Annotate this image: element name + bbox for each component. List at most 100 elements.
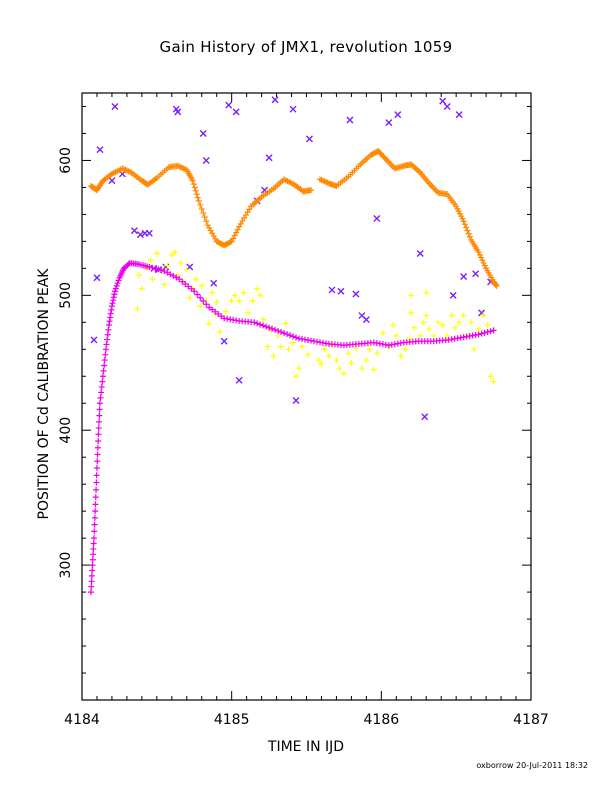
data-point-plus	[112, 285, 119, 292]
data-point-plus	[444, 332, 451, 339]
data-point-plus	[257, 321, 264, 328]
x-axis-label: TIME IN IJD	[267, 739, 345, 755]
marker-stroke	[475, 249, 482, 256]
marker-stroke	[348, 359, 355, 366]
marker-stroke	[423, 312, 430, 319]
marker-stroke	[158, 267, 165, 274]
data-point-plus	[466, 233, 473, 240]
data-point-plus	[240, 289, 247, 296]
marker-stroke	[232, 108, 240, 116]
data-point-plus	[282, 320, 289, 327]
data-point-cross	[93, 274, 101, 282]
marker-stroke	[136, 231, 144, 239]
data-point-plus	[461, 221, 468, 228]
marker-stroke	[194, 194, 201, 201]
data-point-plus	[481, 329, 488, 336]
data-point-plus	[100, 367, 107, 374]
data-point-plus	[379, 330, 386, 337]
data-point-plus	[95, 431, 102, 438]
y-tick-label: 500	[58, 282, 74, 309]
marker-stroke	[493, 282, 500, 289]
marker-stroke	[363, 357, 370, 364]
data-point-plus	[278, 343, 285, 350]
marker-stroke	[293, 373, 300, 380]
marker-stroke	[479, 257, 486, 264]
marker-stroke	[481, 329, 488, 336]
data-point-plus	[263, 323, 270, 330]
marker-stroke	[99, 373, 106, 380]
marker-stroke	[197, 294, 204, 301]
marker-stroke	[305, 135, 313, 143]
marker-stroke	[265, 154, 273, 162]
marker-stroke	[88, 578, 95, 585]
data-point-cross	[199, 129, 207, 137]
marker-stroke	[421, 413, 429, 421]
marker-stroke	[456, 319, 463, 326]
data-point-plus	[236, 297, 243, 304]
data-point-plus	[200, 210, 207, 217]
marker-stroke	[112, 285, 119, 292]
marker-stroke	[168, 251, 175, 258]
data-point-plus	[285, 346, 292, 353]
data-point-cross	[174, 108, 182, 116]
data-point-plus	[393, 332, 400, 339]
x-tick-label: 4184	[64, 712, 100, 728]
data-point-cross	[202, 156, 210, 164]
data-point-plus	[490, 327, 497, 334]
marker-stroke	[91, 521, 98, 528]
data-point-plus	[304, 351, 311, 358]
data-point-plus	[93, 464, 100, 471]
data-point-plus	[468, 319, 475, 326]
marker-stroke	[340, 370, 347, 377]
marker-stroke	[88, 583, 95, 590]
data-point-plus	[373, 350, 380, 357]
marker-stroke	[94, 458, 101, 465]
data-point-plus	[281, 330, 288, 337]
marker-stroke	[149, 276, 156, 283]
marker-stroke	[318, 361, 325, 368]
data-point-plus	[93, 486, 100, 493]
data-point-plus	[113, 282, 120, 289]
data-point-plus	[315, 357, 322, 364]
data-point-plus	[153, 250, 160, 257]
marker-stroke	[481, 262, 488, 269]
marker-stroke	[197, 303, 204, 310]
marker-stroke	[183, 266, 190, 273]
marker-stroke	[373, 214, 381, 222]
marker-stroke	[130, 227, 138, 235]
marker-stroke	[164, 262, 171, 269]
data-point-plus	[487, 373, 494, 380]
data-point-plus	[91, 528, 98, 535]
marker-stroke	[475, 331, 482, 338]
marker-stroke	[97, 394, 104, 401]
marker-stroke	[89, 556, 96, 563]
data-point-plus	[287, 332, 294, 339]
marker-stroke	[199, 129, 207, 137]
marker-stroke	[472, 270, 480, 278]
marker-stroke	[108, 177, 116, 185]
marker-stroke	[292, 397, 300, 405]
data-point-plus	[420, 319, 427, 326]
data-point-cross	[394, 111, 402, 119]
marker-stroke	[210, 279, 218, 287]
data-point-cross	[352, 290, 360, 298]
data-point-plus	[89, 562, 96, 569]
marker-stroke	[100, 367, 107, 374]
marker-stroke	[328, 286, 336, 294]
marker-stroke	[195, 197, 202, 204]
marker-stroke	[449, 291, 457, 299]
marker-stroke	[147, 257, 154, 264]
axis-tick-labels: 4184 4185 4186 4187 300 400 500 600	[58, 147, 549, 728]
data-point-plus	[152, 265, 159, 272]
marker-stroke	[352, 290, 360, 298]
data-point-plus	[203, 301, 210, 308]
data-point-plus	[231, 232, 238, 239]
data-point-cross	[460, 272, 468, 280]
marker-stroke	[284, 331, 291, 338]
data-point-plus	[206, 320, 213, 327]
data-point-plus	[147, 257, 154, 264]
data-point-plus	[90, 535, 97, 542]
data-point-plus	[293, 334, 300, 341]
data-point-plus	[96, 412, 103, 419]
